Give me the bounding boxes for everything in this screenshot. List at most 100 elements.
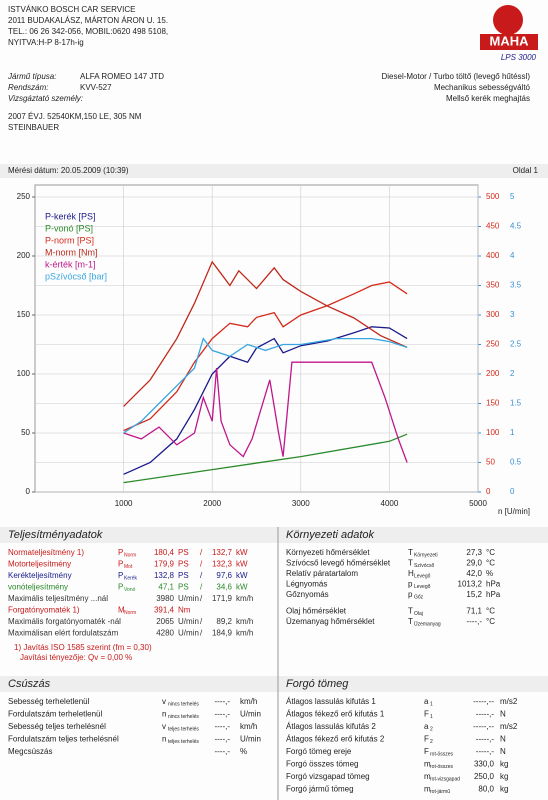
row-sym: F	[424, 710, 429, 719]
row-sep: /	[200, 617, 203, 626]
row-sep: /	[200, 548, 203, 557]
date-bar	[0, 164, 548, 178]
row-v: -----,--	[473, 697, 494, 706]
row-v: -----,--	[473, 722, 494, 731]
row-v2: 184,9	[212, 629, 233, 638]
y2-tick-label: 350	[486, 281, 500, 290]
row-sep: /	[200, 560, 203, 569]
footnote: 1) Javítás ISO 1585 szerint (fm = 0,30)	[14, 643, 152, 652]
row-sub: Levegő	[414, 584, 431, 590]
y3-tick-label: 2.5	[510, 340, 522, 349]
row-v: 42,0	[466, 569, 482, 578]
row-v2: 132,3	[212, 560, 233, 569]
field-value: ALFA ROMEO 147 JTD	[80, 72, 164, 81]
row-sub: Környezeti	[414, 552, 438, 558]
y2-tick-label: 100	[486, 428, 500, 437]
x-tick-label: 3000	[292, 499, 310, 508]
field-label: Vizsgáztató személy:	[8, 94, 83, 103]
row-v: 27,3	[466, 548, 482, 557]
row-v1: 132,8	[154, 571, 175, 580]
note: STEINBAUER	[8, 123, 59, 132]
row-u: U/min	[240, 735, 261, 744]
legend-entry: k-érték [m-1]	[45, 259, 96, 269]
y2-tick-label: 450	[486, 222, 500, 231]
row-sub: rot-összes	[430, 764, 454, 770]
row-label: Forgó jármű tömeg	[286, 785, 354, 794]
row-sym: p	[408, 590, 413, 599]
row-u: km/h	[240, 697, 257, 706]
row-v: 71,1	[466, 607, 482, 616]
row-label: Átlagos fékező erő kifutás 2	[286, 735, 385, 744]
row-sym: F	[424, 747, 429, 756]
y3-tick-label: 0.5	[510, 458, 522, 467]
row-v: ----,-	[214, 747, 230, 756]
row-u: kg	[500, 785, 508, 794]
row-label: Fordulatszám teljes terhelésnél	[8, 735, 119, 744]
row-u: km/h	[240, 722, 257, 731]
row-u: °C	[486, 559, 495, 568]
row-label: Relatív páratartalom	[286, 569, 358, 578]
row-label: Maximális forgatónyomaték -nál	[8, 617, 121, 626]
vehicle-spec: Mechanikus sebességváltó	[434, 83, 531, 92]
row-u1: PS	[178, 560, 189, 569]
y2-tick-label: 200	[486, 369, 500, 378]
row-u: %	[486, 569, 493, 578]
row-v: 15,2	[466, 590, 482, 599]
footnote: Javítási tényezője: Qv = 0,00 %	[20, 653, 132, 662]
row-sub: rot-vizsgapad	[430, 776, 460, 782]
row-v2: 89,2	[216, 617, 232, 626]
y3-tick-label: 4	[510, 251, 515, 260]
y3-tick-label: 1.5	[510, 399, 522, 408]
date: Mérési dátum: 20.05.2009 (10:39)	[8, 166, 129, 175]
y2-tick-label: 250	[486, 340, 500, 349]
row-label: Légnyomás	[286, 580, 327, 589]
row-sub: 2	[430, 726, 433, 732]
y3-tick-label: 0	[510, 487, 515, 496]
address-line: ISTVÁNKO BOSCH CAR SERVICE	[8, 5, 135, 14]
y2-tick-label: 400	[486, 251, 500, 260]
row-u: hPa	[486, 590, 501, 599]
row-u: m/s2	[500, 697, 518, 706]
section-band	[0, 527, 548, 543]
row-label: Sebesség teljes terhelésnél	[8, 722, 106, 731]
row-sub: Szívócső	[414, 563, 435, 569]
y3-tick-label: 2	[510, 369, 515, 378]
y2-tick-label: 0	[486, 487, 491, 496]
row-v1: 47,1	[158, 583, 174, 592]
legend-entry: P-norm [PS]	[45, 235, 94, 245]
row-sym: a	[424, 722, 429, 731]
row-v: ----,-	[214, 722, 230, 731]
row-v2: 171,9	[212, 594, 233, 603]
row-sep: /	[200, 583, 203, 592]
row-sym: T	[408, 548, 413, 557]
row-u: N	[500, 747, 506, 756]
row-sub: 1	[430, 701, 433, 707]
row-label: Környezeti hőmérséklet	[286, 548, 370, 557]
y3-tick-label: 1	[510, 428, 515, 437]
row-label: Gőznyomás	[286, 590, 329, 599]
row-u: N	[500, 710, 506, 719]
legend-entry: P-vonó [PS]	[45, 223, 93, 233]
y-tick-label: 250	[17, 192, 31, 201]
row-label: Maximálisan elért fordulatszám	[8, 629, 119, 638]
row-u: °C	[486, 548, 495, 557]
row-sub: rot-jármű	[430, 789, 450, 795]
row-label: Sebesség terheletlenül	[8, 697, 90, 706]
row-v: 80,0	[478, 785, 494, 794]
legend-entry: pSzívócső [bar]	[45, 271, 107, 281]
row-label: Átlagos lassulás kifutás 2	[286, 722, 376, 731]
row-sym: P	[118, 560, 123, 569]
row-v2: 34,6	[216, 583, 232, 592]
row-v2: 97,6	[216, 571, 232, 580]
row-sub: Olaj	[414, 611, 423, 617]
y-tick-label: 150	[17, 310, 31, 319]
row-sym: v	[162, 722, 166, 731]
row-sym: F	[424, 735, 429, 744]
row-v1: 4280	[156, 629, 174, 638]
row-u1: U/min	[178, 594, 199, 603]
series-line	[123, 433, 408, 484]
row-sub: Gőz	[414, 594, 424, 600]
row-sym: m	[424, 760, 431, 769]
